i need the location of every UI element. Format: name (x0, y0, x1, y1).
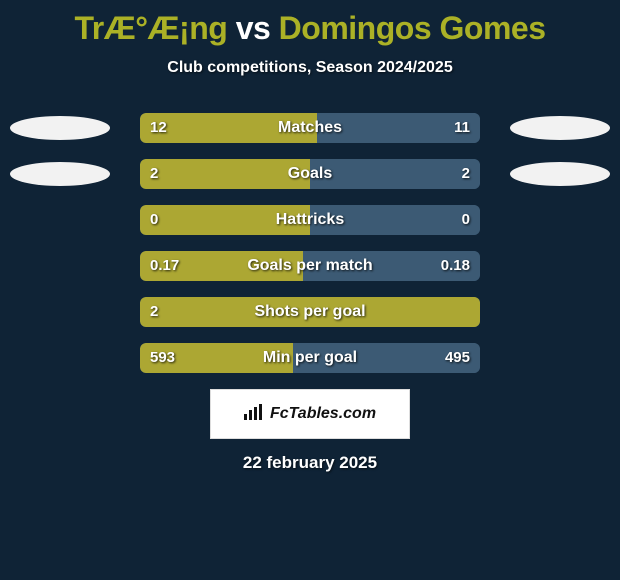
vs-separator: vs (236, 10, 271, 46)
player2-name: Domingos Gomes (279, 10, 546, 46)
player1-name: TrÆ°Æ¡ng (75, 10, 228, 46)
stat-bar-track: 2Shots per goal (140, 297, 480, 327)
stat-row: 0.170.18Goals per match (0, 251, 620, 281)
brand-box: FcTables.com (210, 389, 410, 439)
team-badge-left (10, 162, 110, 186)
stat-bar-track: 593495Min per goal (140, 343, 480, 373)
team-badge-right (510, 116, 610, 140)
stat-bar-track: 0.170.18Goals per match (140, 251, 480, 281)
stat-row: 1211Matches (0, 113, 620, 143)
stat-bar-track: 22Goals (140, 159, 480, 189)
brand-text: FcTables.com (270, 405, 376, 423)
stat-bar-track: 1211Matches (140, 113, 480, 143)
stat-label: Hattricks (140, 205, 480, 235)
chart-icon (244, 404, 264, 425)
stat-label: Goals (140, 159, 480, 189)
stat-label: Goals per match (140, 251, 480, 281)
team-badge-left (10, 116, 110, 140)
stat-label: Matches (140, 113, 480, 143)
team-badge-right (510, 162, 610, 186)
stat-label: Min per goal (140, 343, 480, 373)
date-line: 22 february 2025 (0, 453, 620, 473)
stat-row: 22Goals (0, 159, 620, 189)
page-title: TrÆ°Æ¡ng vs Domingos Gomes (0, 0, 620, 47)
stat-bar-track: 00Hattricks (140, 205, 480, 235)
stat-label: Shots per goal (140, 297, 480, 327)
stat-row: 00Hattricks (0, 205, 620, 235)
comparison-canvas: TrÆ°Æ¡ng vs Domingos Gomes Club competit… (0, 0, 620, 580)
stat-row: 593495Min per goal (0, 343, 620, 373)
stat-row: 2Shots per goal (0, 297, 620, 327)
stats-area: 1211Matches 22Goals 00Hattricks 0.170.18Goa… (0, 113, 620, 373)
subtitle: Club competitions, Season 2024/2025 (0, 59, 620, 77)
